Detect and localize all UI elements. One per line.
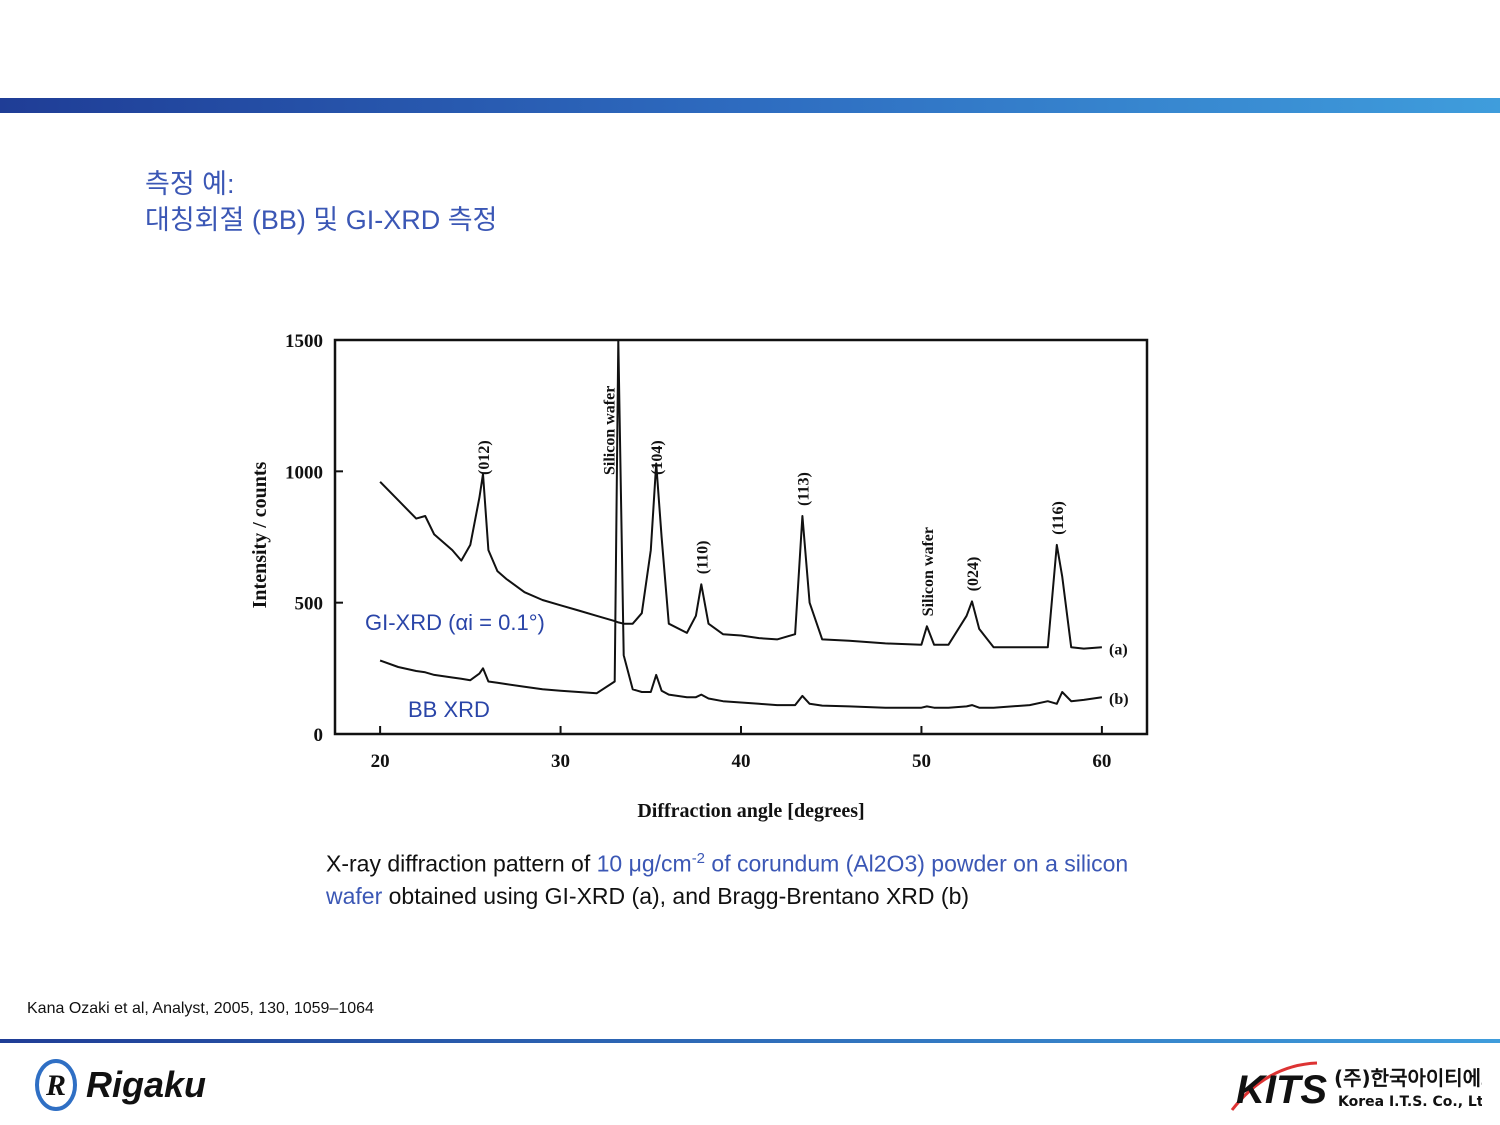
x-axis-label: Diffraction angle [degrees] bbox=[637, 800, 864, 822]
logo-text: Korea I.T.S. Co., Ltd. bbox=[1338, 1094, 1482, 1110]
data-line bbox=[379, 340, 1103, 709]
y-tick-label: 0 bbox=[314, 725, 324, 746]
title-line: 측정 예: bbox=[145, 169, 235, 199]
logo-text: Rigaku bbox=[86, 1064, 206, 1105]
y-tick-label: 500 bbox=[295, 594, 324, 615]
caption-text: of corundum (Al2O3) powder on a silicon … bbox=[326, 850, 1129, 909]
title-line: 대칭회절 (BB) 및 GI-XRD 측정 bbox=[145, 205, 498, 235]
y-tick-label: 1000 bbox=[285, 462, 323, 483]
figure-caption: X-ray diffraction pattern of 10 μg/cm-2 … bbox=[326, 843, 1176, 912]
peak-label: (104) bbox=[649, 440, 666, 475]
x-tick-label: 50 bbox=[912, 751, 931, 772]
peak-label: (116) bbox=[1050, 501, 1067, 535]
peak-label: (110) bbox=[694, 540, 711, 574]
caption-text: 10 μg/cm bbox=[596, 850, 692, 877]
header-bar bbox=[0, 98, 1500, 113]
plot-lines bbox=[379, 340, 1103, 709]
xrd-figure: 20 30 40 50 60 0 500 1000 1500 Diffraction angle … bbox=[249, 331, 1149, 822]
peak-label: (024) bbox=[965, 557, 982, 592]
logo-text: KITS bbox=[1236, 1068, 1327, 1112]
svg-text:R: R bbox=[45, 1069, 66, 1102]
kits-logo: KITS (주)한국아이티에스 Korea I.T.S. Co., Ltd. bbox=[1230, 1061, 1482, 1112]
x-tick-label: 30 bbox=[551, 751, 570, 772]
y-tick-label: 1500 bbox=[285, 331, 323, 352]
series-name: (b) bbox=[1109, 691, 1129, 708]
caption-text: obtained using GI-XRD (a), and Bragg-Bre… bbox=[382, 882, 970, 909]
series-label: BB XRD bbox=[408, 697, 490, 722]
caption-text: -2 bbox=[691, 850, 706, 867]
peak-label: Silicon wafer bbox=[601, 386, 618, 475]
series-name: (a) bbox=[1109, 641, 1128, 658]
footer-line bbox=[0, 1039, 1500, 1043]
peak-label: (012) bbox=[476, 440, 493, 475]
plot-frame bbox=[333, 338, 1149, 736]
caption-text: X-ray diffraction pattern of bbox=[326, 850, 597, 877]
x-tick-label: 40 bbox=[732, 751, 751, 772]
series-label: GI-XRD (αi = 0.1°) bbox=[365, 610, 545, 635]
rigaku-logo: R Rigaku bbox=[35, 1059, 206, 1111]
y-axis-label: Intensity / counts bbox=[249, 461, 271, 608]
x-tick-label: 60 bbox=[1092, 751, 1111, 772]
logo-text: (주)한국아이티에스 bbox=[1334, 1066, 1482, 1090]
peak-label: Silicon wafer bbox=[920, 527, 937, 616]
x-tick-label: 20 bbox=[371, 751, 390, 772]
slide-title: 측정 예: 대칭회절 (BB) 및 GI-XRD 측정 bbox=[145, 166, 497, 238]
data-line bbox=[379, 462, 1102, 650]
peak-label: (113) bbox=[795, 472, 812, 506]
citation: Kana Ozaki et al, Analyst, 2005, 130, 10… bbox=[27, 1000, 374, 1017]
